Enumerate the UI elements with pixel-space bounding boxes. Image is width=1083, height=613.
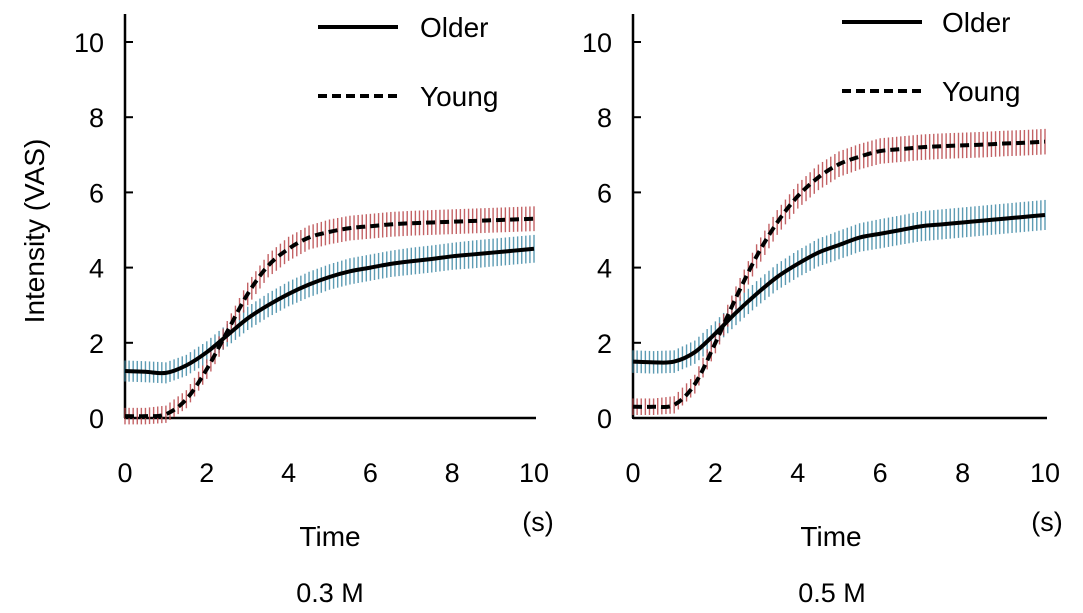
chart-panel-2: 0 2 4 6 8 10 0 2 4 6 8 10 Time (s) 0.5 M Older Young [582, 7, 1063, 608]
x-tick-label: 2 [199, 458, 214, 488]
x-axis-unit: (s) [522, 507, 553, 537]
legend-label-older: Older [942, 7, 1010, 38]
y-tick-label: 10 [74, 28, 104, 58]
series-line-older [632, 212, 1046, 365]
series-line-young [632, 139, 1046, 410]
y-tick-label: 2 [89, 329, 104, 359]
x-axis-title: Time [800, 521, 861, 552]
y-tick-label: 2 [597, 329, 612, 359]
error-band-young [632, 128, 1046, 415]
condition-label: 0.3 M [296, 578, 364, 608]
x-tick-label: 6 [873, 458, 888, 488]
x-axis-unit: (s) [1031, 507, 1062, 537]
x-tick-label: 0 [625, 458, 640, 488]
y-tick-label: 8 [597, 103, 612, 133]
x-tick-label: 4 [281, 458, 296, 488]
x-tick-label: 6 [363, 458, 378, 488]
y-tick-label: 4 [89, 254, 104, 284]
y-tick-label: 8 [89, 103, 104, 133]
legend-label-young: Young [942, 76, 1020, 107]
y-tick-label: 4 [597, 254, 612, 284]
error-band-older [124, 234, 535, 384]
y-tick-label: 0 [89, 404, 104, 434]
x-tick-label: 2 [708, 458, 723, 488]
error-band-young [124, 206, 535, 425]
x-tick-label: 8 [445, 458, 460, 488]
x-tick-label: 10 [519, 458, 549, 488]
chart-panel-1: 0 2 4 6 8 10 0 2 4 6 8 10 Time (s) 0.3 M Older Young [74, 12, 554, 608]
x-tick-label: 8 [955, 458, 970, 488]
x-tick-label: 4 [790, 458, 805, 488]
x-tick-label: 10 [1030, 458, 1060, 488]
series-line-young [124, 216, 535, 419]
y-tick-label: 6 [597, 178, 612, 208]
x-axis-title: Time [299, 521, 360, 552]
error-band-older [632, 199, 1046, 374]
legend-label-older: Older [420, 12, 488, 43]
x-tick-label: 0 [117, 458, 132, 488]
condition-label: 0.5 M [798, 578, 866, 608]
y-axis-title: Intensity (VAS) [19, 139, 50, 324]
y-tick-label: 6 [89, 178, 104, 208]
y-tick-label: 10 [582, 28, 612, 58]
y-tick-label: 0 [597, 404, 612, 434]
legend-label-young: Young [420, 81, 498, 112]
series-line-older [124, 246, 535, 376]
